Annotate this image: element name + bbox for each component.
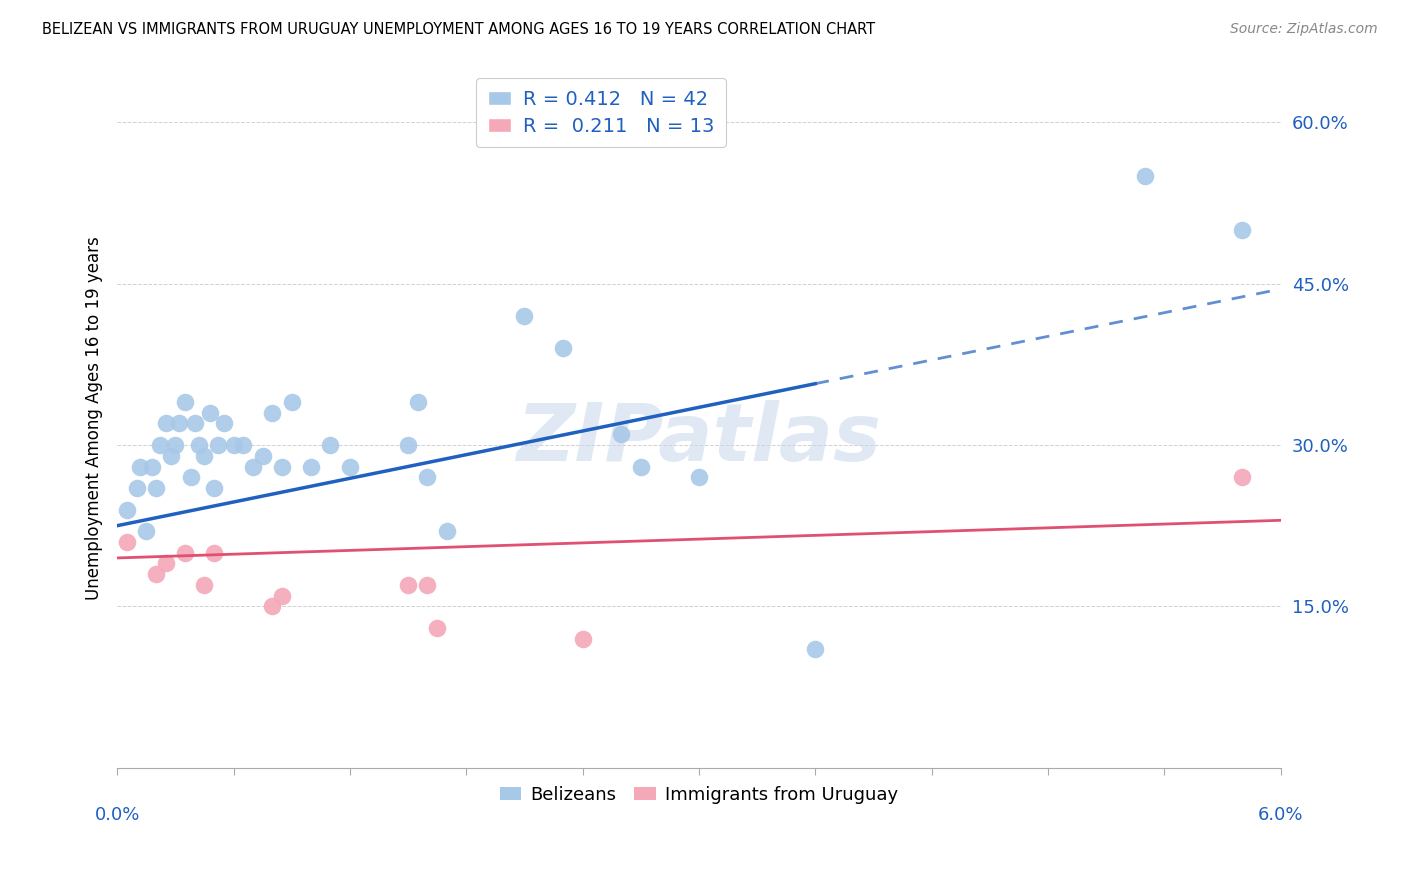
Point: [280, 395, 302, 409]
Point: [180, 470, 202, 484]
Text: Source: ZipAtlas.com: Source: ZipAtlas.com: [1230, 22, 1378, 37]
Point: [1230, 223, 1253, 237]
Point: [174, 395, 197, 409]
Point: [299, 459, 322, 474]
Point: [129, 459, 152, 474]
Point: [610, 427, 633, 442]
Point: [553, 341, 575, 355]
Point: [426, 621, 449, 635]
Point: [513, 309, 536, 323]
Point: [339, 459, 361, 474]
Point: [630, 459, 652, 474]
Point: [416, 470, 439, 484]
Text: ZIPatlas: ZIPatlas: [516, 401, 882, 478]
Y-axis label: Unemployment Among Ages 16 to 19 years: Unemployment Among Ages 16 to 19 years: [86, 236, 103, 600]
Text: 6.0%: 6.0%: [1258, 806, 1303, 824]
Point: [167, 417, 190, 431]
Point: [396, 438, 419, 452]
Point: [155, 417, 177, 431]
Point: [125, 481, 148, 495]
Point: [193, 578, 215, 592]
Text: BELIZEAN VS IMMIGRANTS FROM URUGUAY UNEMPLOYMENT AMONG AGES 16 TO 19 YEARS CORRE: BELIZEAN VS IMMIGRANTS FROM URUGUAY UNEM…: [42, 22, 876, 37]
Point: [688, 470, 710, 484]
Point: [262, 406, 284, 420]
Point: [193, 449, 215, 463]
Point: [145, 567, 167, 582]
Point: [232, 438, 254, 452]
Point: [155, 557, 177, 571]
Point: [262, 599, 284, 614]
Legend: Belizeans, Immigrants from Uruguay: Belizeans, Immigrants from Uruguay: [492, 779, 905, 811]
Point: [145, 481, 167, 495]
Point: [184, 417, 207, 431]
Point: [187, 438, 209, 452]
Point: [1230, 470, 1253, 484]
Point: [1133, 169, 1156, 183]
Point: [115, 534, 138, 549]
Point: [252, 449, 274, 463]
Point: [165, 438, 187, 452]
Point: [202, 481, 225, 495]
Point: [804, 642, 827, 657]
Point: [406, 395, 429, 409]
Point: [202, 545, 225, 559]
Point: [416, 578, 439, 592]
Point: [396, 578, 419, 592]
Text: 0.0%: 0.0%: [94, 806, 139, 824]
Point: [141, 459, 163, 474]
Point: [271, 589, 294, 603]
Point: [571, 632, 593, 646]
Point: [242, 459, 264, 474]
Point: [149, 438, 172, 452]
Point: [174, 545, 197, 559]
Point: [200, 406, 222, 420]
Point: [212, 417, 235, 431]
Point: [222, 438, 245, 452]
Point: [160, 449, 183, 463]
Point: [319, 438, 342, 452]
Point: [207, 438, 229, 452]
Point: [135, 524, 157, 538]
Point: [436, 524, 458, 538]
Point: [271, 459, 294, 474]
Point: [115, 502, 138, 516]
